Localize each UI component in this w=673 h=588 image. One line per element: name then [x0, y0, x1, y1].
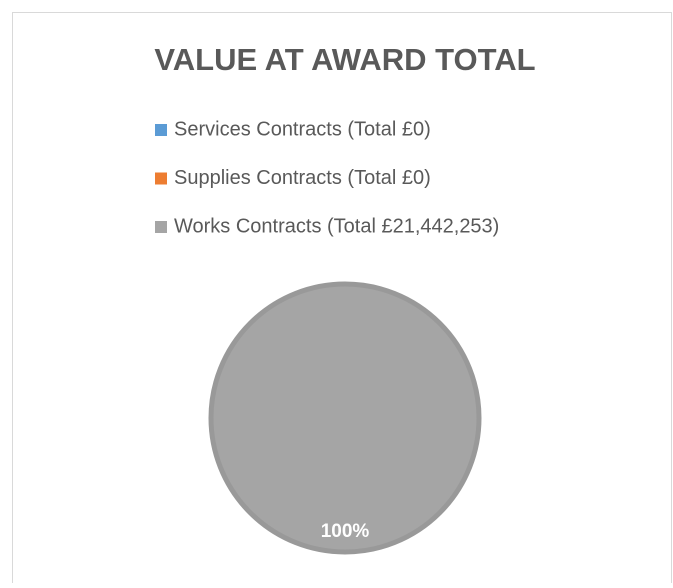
legend-swatch: [155, 172, 167, 185]
chart-title: VALUE AT AWARD TOTAL: [154, 42, 535, 77]
legend-label: Supplies Contracts (Total £0): [174, 167, 431, 189]
data-label: 100%: [321, 521, 370, 542]
legend-swatch: [155, 124, 167, 136]
legend-label: Services Contracts (Total £0): [174, 118, 431, 140]
legend-label: Works Contracts (Total £21,442,253): [174, 215, 499, 237]
legend-swatch: [155, 221, 167, 233]
pie-slice: [208, 281, 482, 555]
